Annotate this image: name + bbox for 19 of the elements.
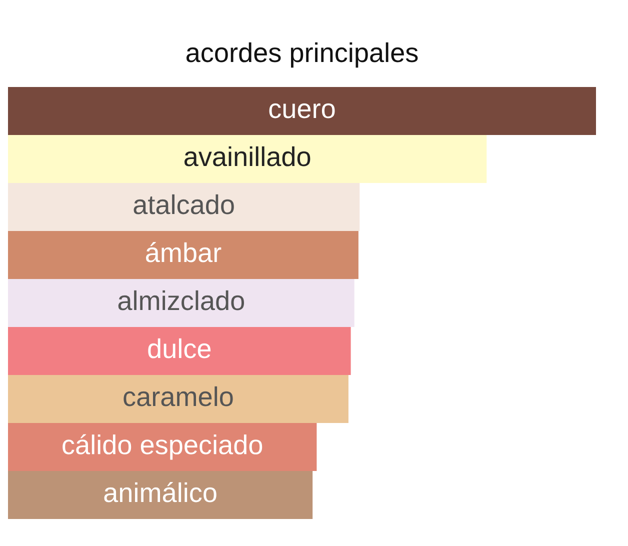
bar (8, 423, 317, 471)
y-tick-label: avainillado (184, 146, 310, 166)
bar (8, 279, 354, 327)
bar (8, 135, 487, 183)
bar (8, 375, 348, 423)
bar (8, 471, 313, 519)
bar (8, 87, 596, 135)
y-tick-label: cálido especiado (62, 434, 262, 460)
y-tick-label: cuero (269, 103, 335, 118)
bar (8, 231, 358, 279)
chart-title: acordes principales (186, 42, 418, 68)
y-tick-label: atalcado (134, 194, 234, 214)
y-tick-label: caramelo (124, 386, 233, 406)
bar (8, 183, 360, 231)
y-tick-label: dulce (148, 338, 211, 358)
y-tick-label: animálico (104, 482, 216, 502)
y-tick-label: almizclado (118, 290, 244, 310)
bar (8, 327, 351, 375)
y-tick-label: ámbar (146, 242, 222, 262)
